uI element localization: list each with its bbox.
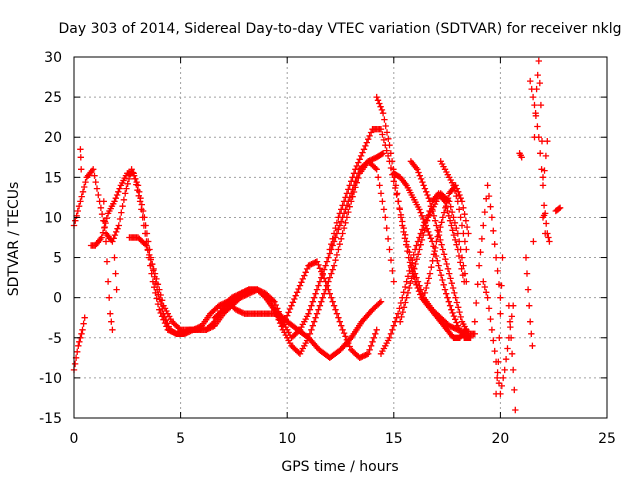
plus-markers (522, 57, 549, 349)
series-arc-l (420, 182, 472, 301)
plus-markers (539, 210, 553, 245)
y-axis-label: SDTVAR / TECUs (6, 182, 22, 297)
plus-markers (70, 314, 88, 374)
series-arc-j (397, 190, 468, 325)
y-tick-label: 5 (53, 251, 62, 267)
series-arc-b (87, 170, 385, 361)
series-early-2 (77, 146, 85, 173)
x-tick-label: 10 (278, 431, 296, 447)
plot-marks (70, 57, 564, 414)
series-arc-e (211, 258, 380, 361)
x-tick-label: 0 (70, 431, 79, 447)
y-tick-label: 25 (44, 90, 62, 106)
x-tick-label: 5 (176, 431, 185, 447)
plus-markers (373, 93, 470, 341)
series-late-7 (527, 77, 551, 189)
grid (74, 57, 607, 418)
y-tick-label: 15 (44, 170, 62, 186)
x-tick-label: 20 (491, 431, 509, 447)
y-tick-label: -5 (48, 331, 62, 347)
y-tick-label: -15 (39, 411, 62, 427)
plus-markers (471, 182, 504, 325)
y-tick-label: 10 (44, 210, 62, 226)
series-early-1 (70, 314, 88, 374)
series-late-8 (539, 210, 553, 245)
plot-frame (73, 56, 608, 419)
x-tick-label: 15 (385, 431, 403, 447)
chart-title: Day 303 of 2014, Sidereal Day-to-day VTE… (59, 21, 622, 37)
plus-markers (437, 158, 470, 253)
series-late-9 (552, 204, 564, 215)
plus-markers (407, 158, 472, 337)
plus-markers (87, 170, 385, 361)
y-tick-label: 30 (44, 50, 62, 66)
series-early-4 (111, 254, 120, 293)
y-tick-label: 20 (44, 130, 62, 146)
y-tick-label: 0 (53, 291, 62, 307)
y-axis-ticks: -15 -10 -5 0 5 10 15 20 25 30 (39, 50, 607, 427)
series-late-4 (505, 302, 519, 414)
series-late-6 (522, 57, 549, 349)
series-late-3 (492, 254, 506, 398)
series-early-3 (100, 198, 116, 333)
x-axis-ticks: 0 5 10 15 20 25 (70, 57, 616, 447)
x-tick-label: 25 (598, 431, 616, 447)
series-arc-i (390, 170, 474, 341)
series-late-1 (471, 182, 504, 325)
plus-markers (77, 146, 85, 173)
y-tick-label: -10 (39, 371, 62, 387)
plus-markers (552, 204, 564, 215)
x-axis-label: GPS time / hours (281, 459, 398, 475)
series-late-5 (516, 150, 525, 161)
plus-markers (516, 150, 525, 161)
plus-markers (527, 77, 551, 189)
series-arc-g (373, 93, 470, 341)
plus-markers (505, 302, 519, 414)
plus-markers (211, 258, 380, 361)
plus-markers (390, 170, 474, 341)
plus-markers (100, 198, 116, 333)
plus-markers (397, 190, 468, 325)
series-arc-k (407, 158, 472, 337)
plus-markers (111, 254, 120, 293)
plus-markers (492, 254, 506, 398)
series-arc-m (437, 158, 470, 253)
plus-markers (420, 182, 472, 301)
